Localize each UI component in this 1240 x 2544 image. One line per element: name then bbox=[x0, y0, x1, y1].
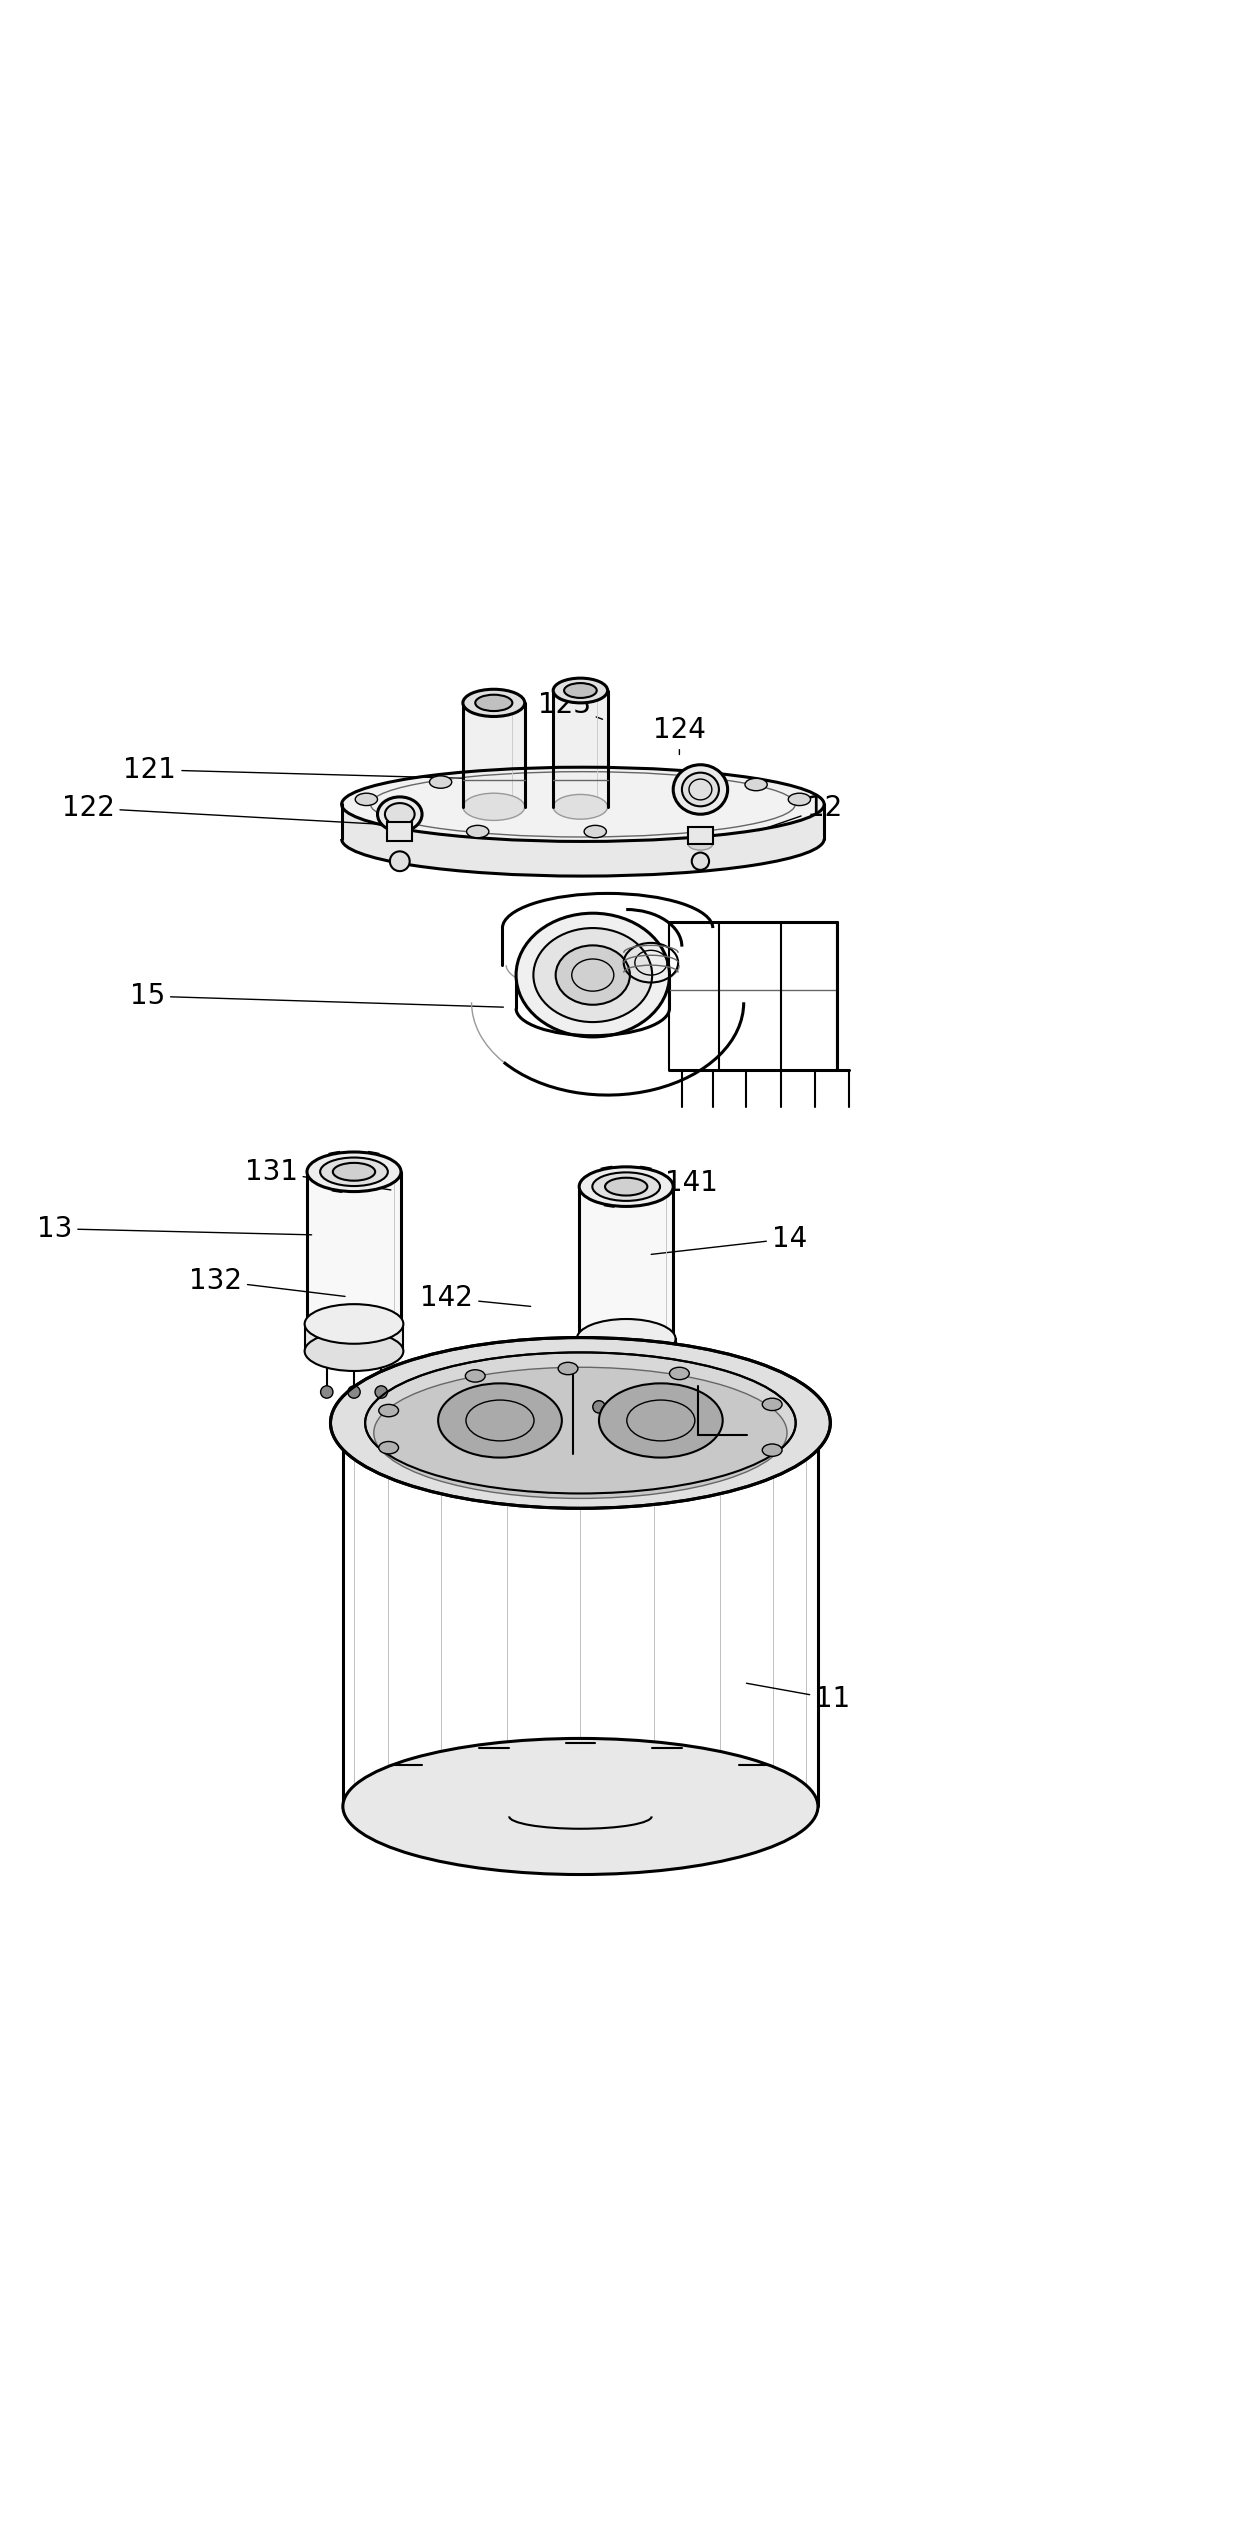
Ellipse shape bbox=[320, 1158, 388, 1186]
Bar bbox=[308, 1173, 401, 1323]
Ellipse shape bbox=[373, 1366, 787, 1498]
Text: 11: 11 bbox=[746, 1684, 851, 1712]
Ellipse shape bbox=[463, 794, 525, 819]
Ellipse shape bbox=[763, 1445, 782, 1455]
Ellipse shape bbox=[564, 684, 596, 697]
Text: 13: 13 bbox=[37, 1213, 311, 1241]
Ellipse shape bbox=[584, 824, 606, 837]
Polygon shape bbox=[342, 804, 825, 875]
Ellipse shape bbox=[331, 1338, 831, 1509]
Ellipse shape bbox=[365, 1353, 796, 1493]
Ellipse shape bbox=[305, 1305, 403, 1343]
Ellipse shape bbox=[688, 837, 713, 850]
Bar bbox=[553, 689, 608, 806]
Ellipse shape bbox=[593, 1173, 660, 1201]
Bar bbox=[579, 1186, 673, 1338]
Ellipse shape bbox=[593, 1402, 605, 1412]
Ellipse shape bbox=[305, 1331, 403, 1371]
Ellipse shape bbox=[605, 1178, 647, 1196]
Ellipse shape bbox=[378, 1442, 398, 1453]
Ellipse shape bbox=[558, 1364, 578, 1374]
Bar bbox=[387, 822, 412, 842]
Text: 124: 124 bbox=[653, 715, 706, 756]
Text: 132: 132 bbox=[188, 1267, 345, 1297]
Ellipse shape bbox=[308, 1305, 401, 1343]
Ellipse shape bbox=[599, 1384, 723, 1458]
Ellipse shape bbox=[377, 796, 422, 832]
Text: 142: 142 bbox=[420, 1285, 531, 1313]
Ellipse shape bbox=[384, 804, 414, 824]
Ellipse shape bbox=[465, 1369, 485, 1381]
Ellipse shape bbox=[577, 1318, 676, 1358]
Ellipse shape bbox=[332, 1163, 376, 1180]
Text: 14: 14 bbox=[651, 1224, 807, 1254]
Ellipse shape bbox=[387, 814, 412, 829]
Ellipse shape bbox=[463, 689, 525, 717]
Ellipse shape bbox=[429, 776, 451, 789]
Ellipse shape bbox=[343, 1738, 818, 1875]
Text: 122: 122 bbox=[62, 794, 376, 824]
Text: 141: 141 bbox=[635, 1168, 718, 1196]
Ellipse shape bbox=[374, 1386, 387, 1399]
Ellipse shape bbox=[579, 1318, 673, 1358]
Ellipse shape bbox=[673, 766, 728, 814]
Ellipse shape bbox=[342, 768, 825, 842]
Ellipse shape bbox=[620, 1402, 632, 1412]
Ellipse shape bbox=[577, 1346, 676, 1386]
Text: 12: 12 bbox=[759, 794, 842, 832]
Ellipse shape bbox=[745, 778, 768, 791]
Text: 123: 123 bbox=[538, 692, 603, 720]
Ellipse shape bbox=[533, 929, 652, 1023]
Ellipse shape bbox=[355, 794, 377, 806]
Ellipse shape bbox=[763, 1399, 782, 1409]
Polygon shape bbox=[343, 1343, 580, 1875]
Text: 131: 131 bbox=[244, 1158, 391, 1191]
Bar bbox=[577, 1338, 676, 1366]
Ellipse shape bbox=[347, 1386, 360, 1399]
Ellipse shape bbox=[378, 1404, 398, 1417]
Ellipse shape bbox=[553, 679, 608, 702]
Bar bbox=[463, 702, 525, 806]
Ellipse shape bbox=[516, 913, 670, 1038]
Polygon shape bbox=[331, 1338, 831, 1509]
Ellipse shape bbox=[553, 794, 608, 819]
Ellipse shape bbox=[438, 1384, 562, 1458]
Text: 15: 15 bbox=[130, 982, 503, 1010]
Ellipse shape bbox=[670, 1366, 689, 1379]
Ellipse shape bbox=[466, 824, 489, 837]
Ellipse shape bbox=[475, 695, 512, 710]
Ellipse shape bbox=[789, 794, 811, 806]
Ellipse shape bbox=[682, 773, 719, 806]
Bar bbox=[305, 1323, 403, 1351]
Ellipse shape bbox=[556, 946, 630, 1005]
Ellipse shape bbox=[321, 1386, 334, 1399]
Ellipse shape bbox=[579, 1168, 673, 1206]
Ellipse shape bbox=[647, 1402, 660, 1412]
Text: 121: 121 bbox=[124, 756, 463, 784]
Polygon shape bbox=[580, 1343, 818, 1875]
Ellipse shape bbox=[692, 852, 709, 870]
Ellipse shape bbox=[308, 1152, 401, 1191]
Ellipse shape bbox=[389, 852, 409, 870]
Bar bbox=[688, 827, 713, 845]
